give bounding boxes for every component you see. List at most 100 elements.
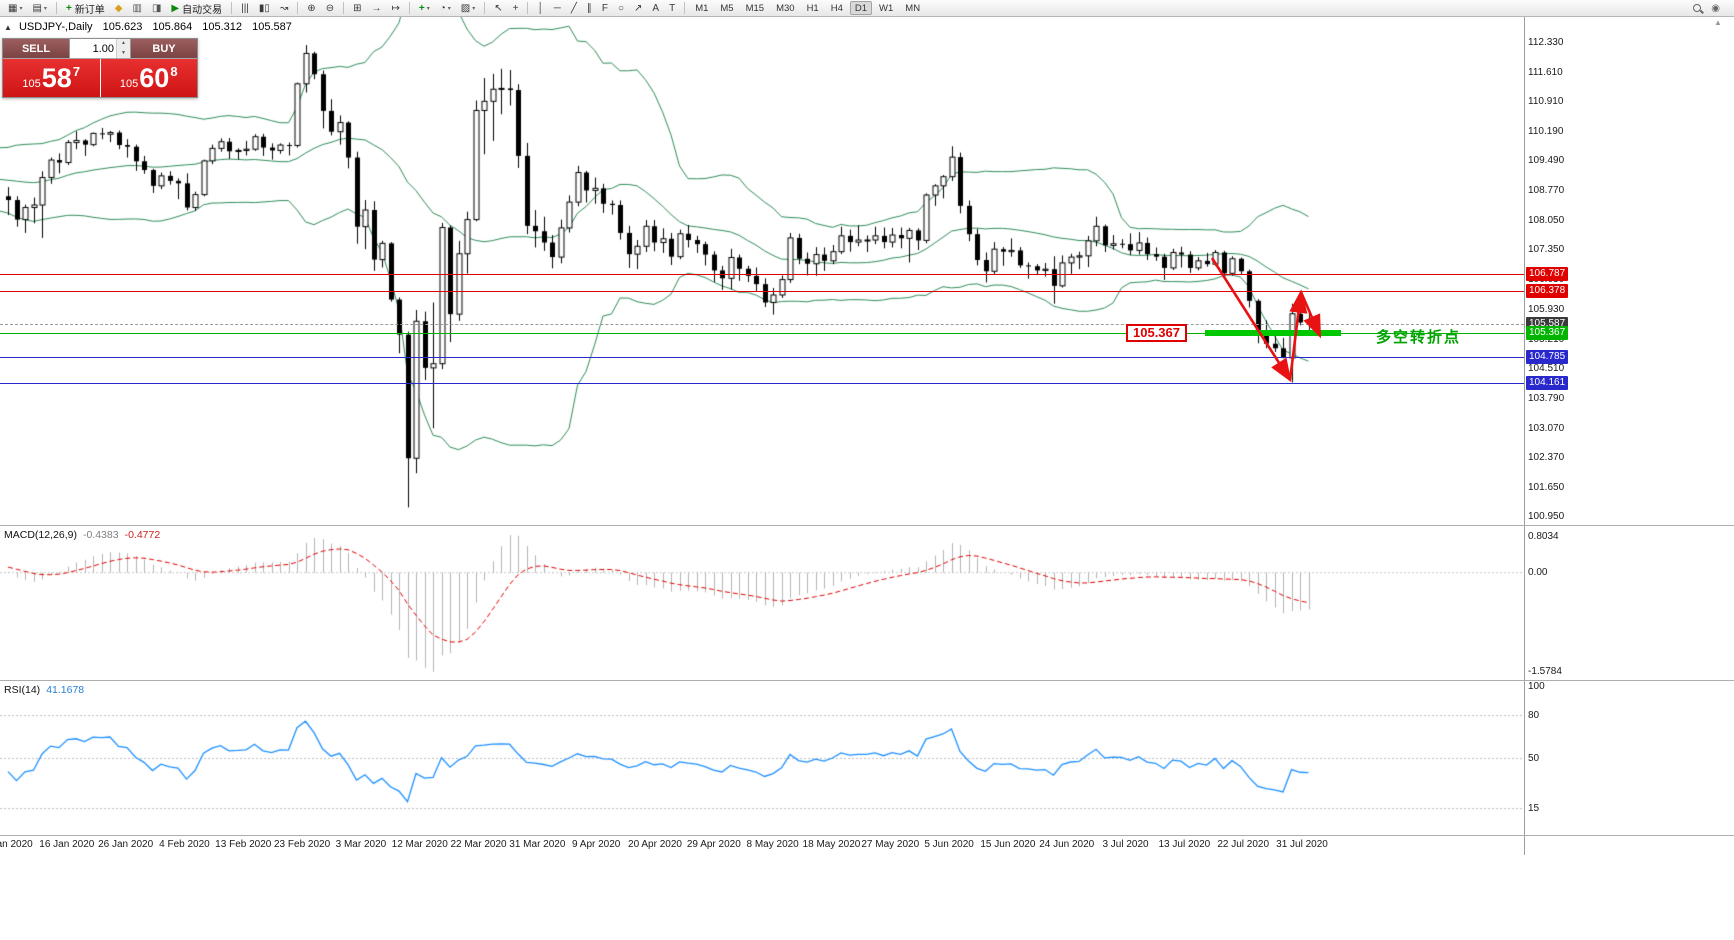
new-order-icon-label: 新订单 [74, 4, 105, 16]
new-chart-icon[interactable]: ▦ ▾ [4, 1, 26, 16]
pane-separator-macd-rsi[interactable] [0, 680, 1734, 681]
horizontal-level-line[interactable] [0, 333, 1524, 334]
text-icon-glyph: A [652, 2, 660, 14]
buy-price-pip-digit: 8 [170, 64, 178, 79]
time-axis-label: 13 Jul 2020 [1158, 839, 1211, 850]
bid-price-line[interactable] [0, 324, 1524, 325]
price-tick-label: 110.190 [1528, 126, 1564, 138]
pane-separator-rsi-timeaxis[interactable] [0, 835, 1734, 836]
periods-icon[interactable]: ◔ ▾ [436, 1, 455, 16]
pane-separator-main-macd[interactable] [0, 525, 1734, 526]
timeframe-button-h4[interactable]: H4 [830, 2, 843, 14]
price-callout-label[interactable]: 105.367 [1126, 324, 1187, 342]
templates-icon[interactable]: ▨ ▾ [457, 1, 479, 16]
rsi-indicator-label: RSI(14) 41.1678 [4, 684, 85, 696]
profiles-icon[interactable]: ▤ ▾ [28, 1, 50, 16]
community-icon[interactable]: ◉ [1707, 1, 1724, 16]
horizontal-level-line[interactable] [0, 357, 1524, 358]
templates-icon-glyph: ▨ [460, 2, 471, 14]
price-tick-label: 102.370 [1528, 451, 1565, 463]
toolbar-separator [684, 2, 686, 14]
price-tick-label: 109.490 [1528, 155, 1565, 167]
sell-price-button[interactable]: 105 58 7 [3, 59, 100, 97]
horizontal-line-icon[interactable]: ─ [550, 1, 565, 16]
volume-input[interactable] [70, 39, 116, 58]
price-tick-label: 107.350 [1528, 244, 1565, 256]
buy-price-button[interactable]: 105 60 8 [100, 59, 197, 97]
line-chart-icon-glyph: ↝ [279, 2, 289, 14]
cursor-icon[interactable]: ↖ [490, 1, 506, 16]
text-icon[interactable]: A [648, 1, 663, 16]
bar-chart-icon[interactable]: ||| [237, 1, 253, 16]
auto-scroll-icon[interactable]: → [367, 1, 385, 16]
autotrading-icon[interactable]: ▶ 自动交易 [167, 1, 226, 16]
buy-price-prefix: 105 [119, 78, 139, 90]
rsi-axis-label: 100 [1528, 681, 1545, 692]
symbol-period-label: USDJPY-,Daily [18, 21, 93, 33]
volume-increase-button[interactable]: ▲ [117, 39, 130, 49]
shapes-icon[interactable]: ○ [614, 1, 628, 16]
turning-point-note[interactable]: 多空转折点 [1376, 329, 1462, 346]
crosshair-icon[interactable]: + [509, 1, 523, 16]
indicators-icon[interactable]: + ▾ [415, 1, 434, 16]
sell-button[interactable]: SELL [3, 39, 69, 58]
price-tick-label: 103.070 [1528, 422, 1565, 434]
timeframe-button-w1[interactable]: W1 [879, 2, 894, 14]
channel-icon[interactable]: ∥ [583, 1, 596, 16]
price-tick-label: 110.910 [1528, 96, 1564, 108]
axis-price-tag: 104.785 [1526, 350, 1569, 364]
time-axis-label: 12 Mar 2020 [391, 839, 448, 850]
buy-button[interactable]: BUY [131, 39, 197, 58]
horizontal-level-line[interactable] [0, 383, 1524, 384]
line-chart-icon[interactable]: ↝ [276, 1, 292, 16]
timeframe-button-m15[interactable]: M15 [745, 2, 765, 14]
time-axis-label: 16 Jan 2020 [39, 839, 95, 850]
trendline-icon[interactable]: ╱ [567, 1, 581, 16]
rsi-axis-label: 80 [1528, 709, 1540, 721]
market-watch-icon[interactable]: ▥ [128, 1, 145, 16]
timeframe-button-d1[interactable]: D1 [849, 1, 873, 15]
support-highlight-segment[interactable] [1205, 330, 1341, 336]
time-axis-label: 31 Jul 2020 [1276, 839, 1328, 850]
search-icon[interactable] [1689, 1, 1705, 16]
oct-panel-toggle[interactable]: ▲ [4, 23, 12, 32]
toolbar-separator [231, 2, 233, 14]
tile-windows-icon[interactable]: ⊞ [349, 1, 365, 16]
new-order-icon[interactable]: + 新订单 [62, 1, 109, 16]
zoom-out-icon[interactable]: ⊖ [322, 1, 338, 16]
chart-ohlc-header: ▲ USDJPY-,Daily 105.623 105.864 105.312 … [4, 21, 292, 33]
timeframe-button-m30[interactable]: M30 [776, 2, 795, 14]
candlestick-chart-icon[interactable]: ▮▯ [255, 1, 274, 16]
time-axis-label: 9 Apr 2020 [571, 839, 621, 850]
zoom-in-icon[interactable]: ⊕ [303, 1, 319, 16]
trendline-icon-glyph: ╱ [570, 2, 577, 14]
vertical-line-icon[interactable]: │ [533, 1, 547, 16]
sell-price-prefix: 105 [22, 78, 41, 90]
volume-decrease-button[interactable]: ▼ [117, 48, 130, 58]
arrows-icon[interactable]: ↗ [630, 1, 646, 16]
horizontal-level-line[interactable] [0, 274, 1524, 275]
chart-shift-icon[interactable]: ↦ [387, 1, 403, 16]
timeframe-button-h1[interactable]: H1 [806, 2, 819, 14]
macd-indicator-canvas[interactable] [0, 527, 1524, 680]
toolbar-right-icons: ◉ [1688, 1, 1725, 16]
time-axis-label: 7 Jan 2020 [0, 839, 33, 850]
time-axis-label: 24 Jun 2020 [1039, 839, 1095, 850]
label-icon[interactable]: T [665, 1, 679, 16]
timeframe-button-mn[interactable]: MN [905, 2, 921, 14]
rsi-indicator-canvas[interactable] [0, 682, 1524, 835]
horizontal-level-line[interactable] [0, 291, 1524, 292]
scroll-up-icon[interactable]: ▲ [1714, 18, 1722, 27]
indicators-icon-glyph: + [418, 2, 425, 14]
main-price-chart-canvas[interactable] [0, 16, 1524, 525]
fibonacci-icon[interactable]: F [598, 1, 612, 16]
navigator-icon[interactable]: ◨ [148, 1, 165, 16]
axis-price-tag: 104.161 [1526, 376, 1569, 390]
metaeditor-icon[interactable]: ◆ [111, 1, 127, 16]
buy-price-big-digits: 60 [139, 62, 170, 93]
auto-scroll-icon-glyph: → [371, 2, 382, 14]
timeframe-button-m5[interactable]: M5 [720, 2, 734, 14]
time-axis-label: 20 Apr 2020 [628, 839, 682, 850]
timeframe-button-m1[interactable]: M1 [695, 2, 709, 14]
periods-icon-dropdown: ▾ [447, 5, 451, 12]
